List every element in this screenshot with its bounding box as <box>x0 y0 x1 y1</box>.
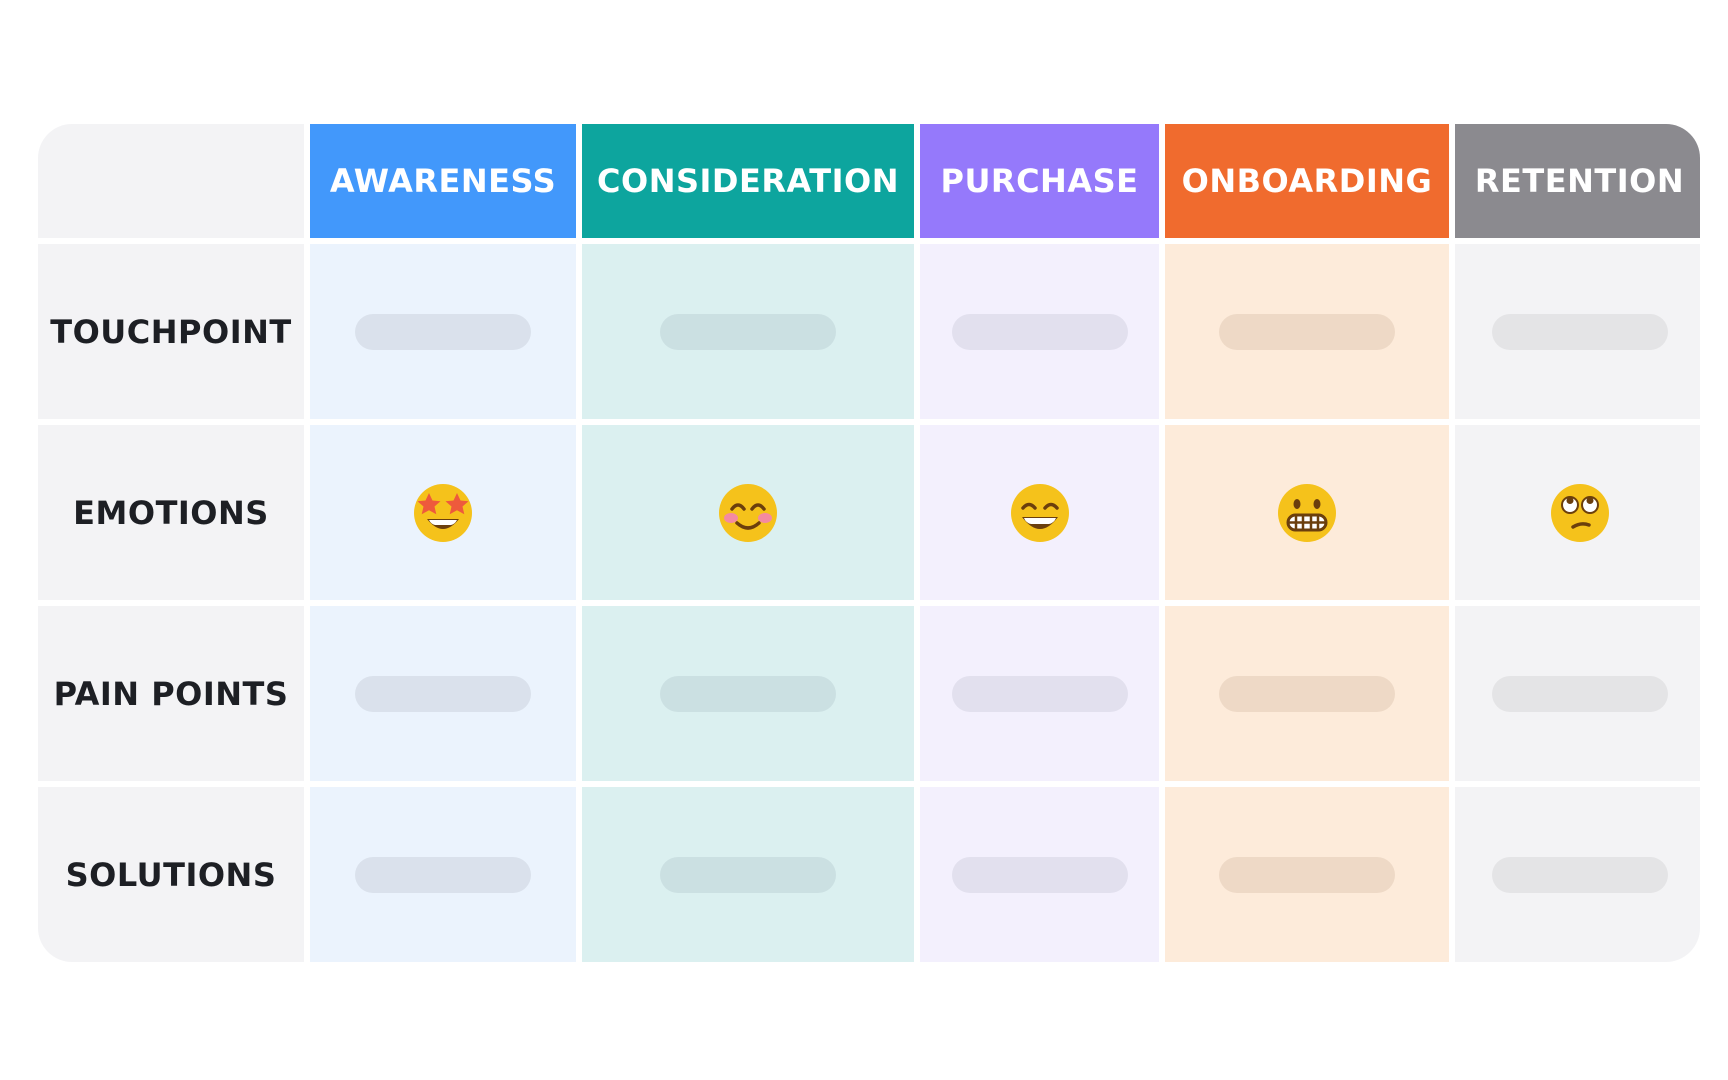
smiling-face-blushing-icon <box>719 483 777 542</box>
journey-map-grid: AWARENESS CONSIDERATION PURCHASE ONBOARDING… <box>38 124 1700 962</box>
journey-cell <box>1455 425 1700 600</box>
grinning-smiling-eyes-icon <box>1010 483 1069 542</box>
journey-cell <box>1165 787 1449 962</box>
journey-cell <box>582 425 914 600</box>
journey-cell <box>920 425 1159 600</box>
placeholder-pill <box>1219 856 1395 893</box>
star-struck-face-icon <box>414 483 472 542</box>
placeholder-pill <box>1491 313 1668 350</box>
journey-cell <box>1455 244 1700 419</box>
placeholder-pill <box>951 675 1128 712</box>
journey-cell <box>920 244 1159 419</box>
journey-cell <box>310 425 576 600</box>
row-label-pain-points: PAIN POINTS <box>38 606 304 781</box>
row-label-emotions: EMOTIONS <box>38 425 304 600</box>
stage-header-onboarding: ONBOARDING <box>1165 124 1449 238</box>
placeholder-pill <box>355 313 531 350</box>
placeholder-pill <box>951 313 1128 350</box>
journey-cell <box>310 606 576 781</box>
journey-cell <box>1455 787 1700 962</box>
placeholder-pill <box>1219 675 1395 712</box>
placeholder-pill <box>1219 313 1395 350</box>
journey-cell <box>920 606 1159 781</box>
placeholder-pill <box>1491 675 1668 712</box>
row-label-solutions: SOLUTIONS <box>38 787 304 962</box>
journey-cell <box>310 244 576 419</box>
journey-cell <box>1165 244 1449 419</box>
journey-cell <box>582 244 914 419</box>
placeholder-pill <box>951 856 1128 893</box>
placeholder-pill <box>660 313 836 350</box>
grimacing-face-icon <box>1278 483 1336 542</box>
journey-cell <box>1455 606 1700 781</box>
stage-header-purchase: PURCHASE <box>920 124 1159 238</box>
stage-header-awareness: AWARENESS <box>310 124 576 238</box>
placeholder-pill <box>660 675 836 712</box>
journey-cell <box>920 787 1159 962</box>
placeholder-pill <box>355 856 531 893</box>
eye-roll-face-icon <box>1550 483 1609 542</box>
placeholder-pill <box>660 856 836 893</box>
placeholder-pill <box>355 675 531 712</box>
journey-cell <box>1165 606 1449 781</box>
journey-cell <box>1165 425 1449 600</box>
journey-cell <box>582 787 914 962</box>
journey-cell <box>310 787 576 962</box>
corner-cell <box>38 124 304 238</box>
row-label-touchpoint: TOUCHPOINT <box>38 244 304 419</box>
journey-cell <box>582 606 914 781</box>
stage-header-retention: RETENTION <box>1455 124 1700 238</box>
placeholder-pill <box>1491 856 1668 893</box>
stage-header-consideration: CONSIDERATION <box>582 124 914 238</box>
